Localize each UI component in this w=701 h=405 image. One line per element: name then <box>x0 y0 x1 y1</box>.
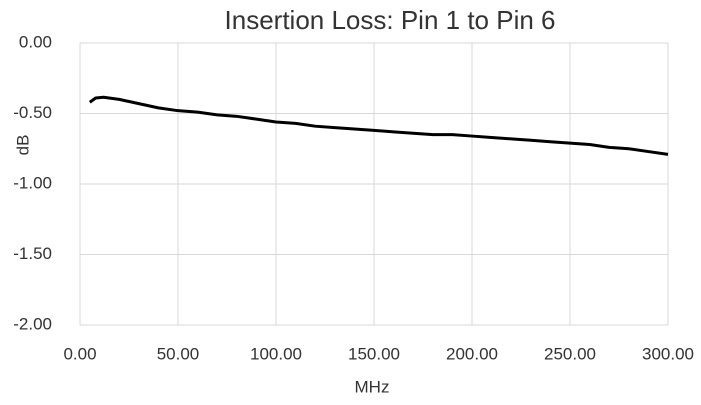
chart-title: Insertion Loss: Pin 1 to Pin 6 <box>225 5 556 35</box>
x-tick-label: 50.00 <box>157 344 200 363</box>
x-tick-label: 300.00 <box>642 344 694 363</box>
y-tick-label: 0.00 <box>19 32 52 51</box>
y-tick-label: -2.00 <box>13 314 52 333</box>
x-axis-label: MHz <box>355 377 390 396</box>
x-tick-label: 100.00 <box>250 344 302 363</box>
x-tick-label: 150.00 <box>348 344 400 363</box>
y-tick-label: -1.00 <box>13 173 52 192</box>
data-line <box>88 95 669 156</box>
x-tick-label: 250.00 <box>544 344 596 363</box>
y-tick-label: -0.50 <box>13 103 52 122</box>
y-tick-label: -1.50 <box>13 244 52 263</box>
y-axis-label: dB <box>13 135 32 156</box>
x-tick-label: 200.00 <box>446 344 498 363</box>
x-tick-label: 0.00 <box>63 344 96 363</box>
